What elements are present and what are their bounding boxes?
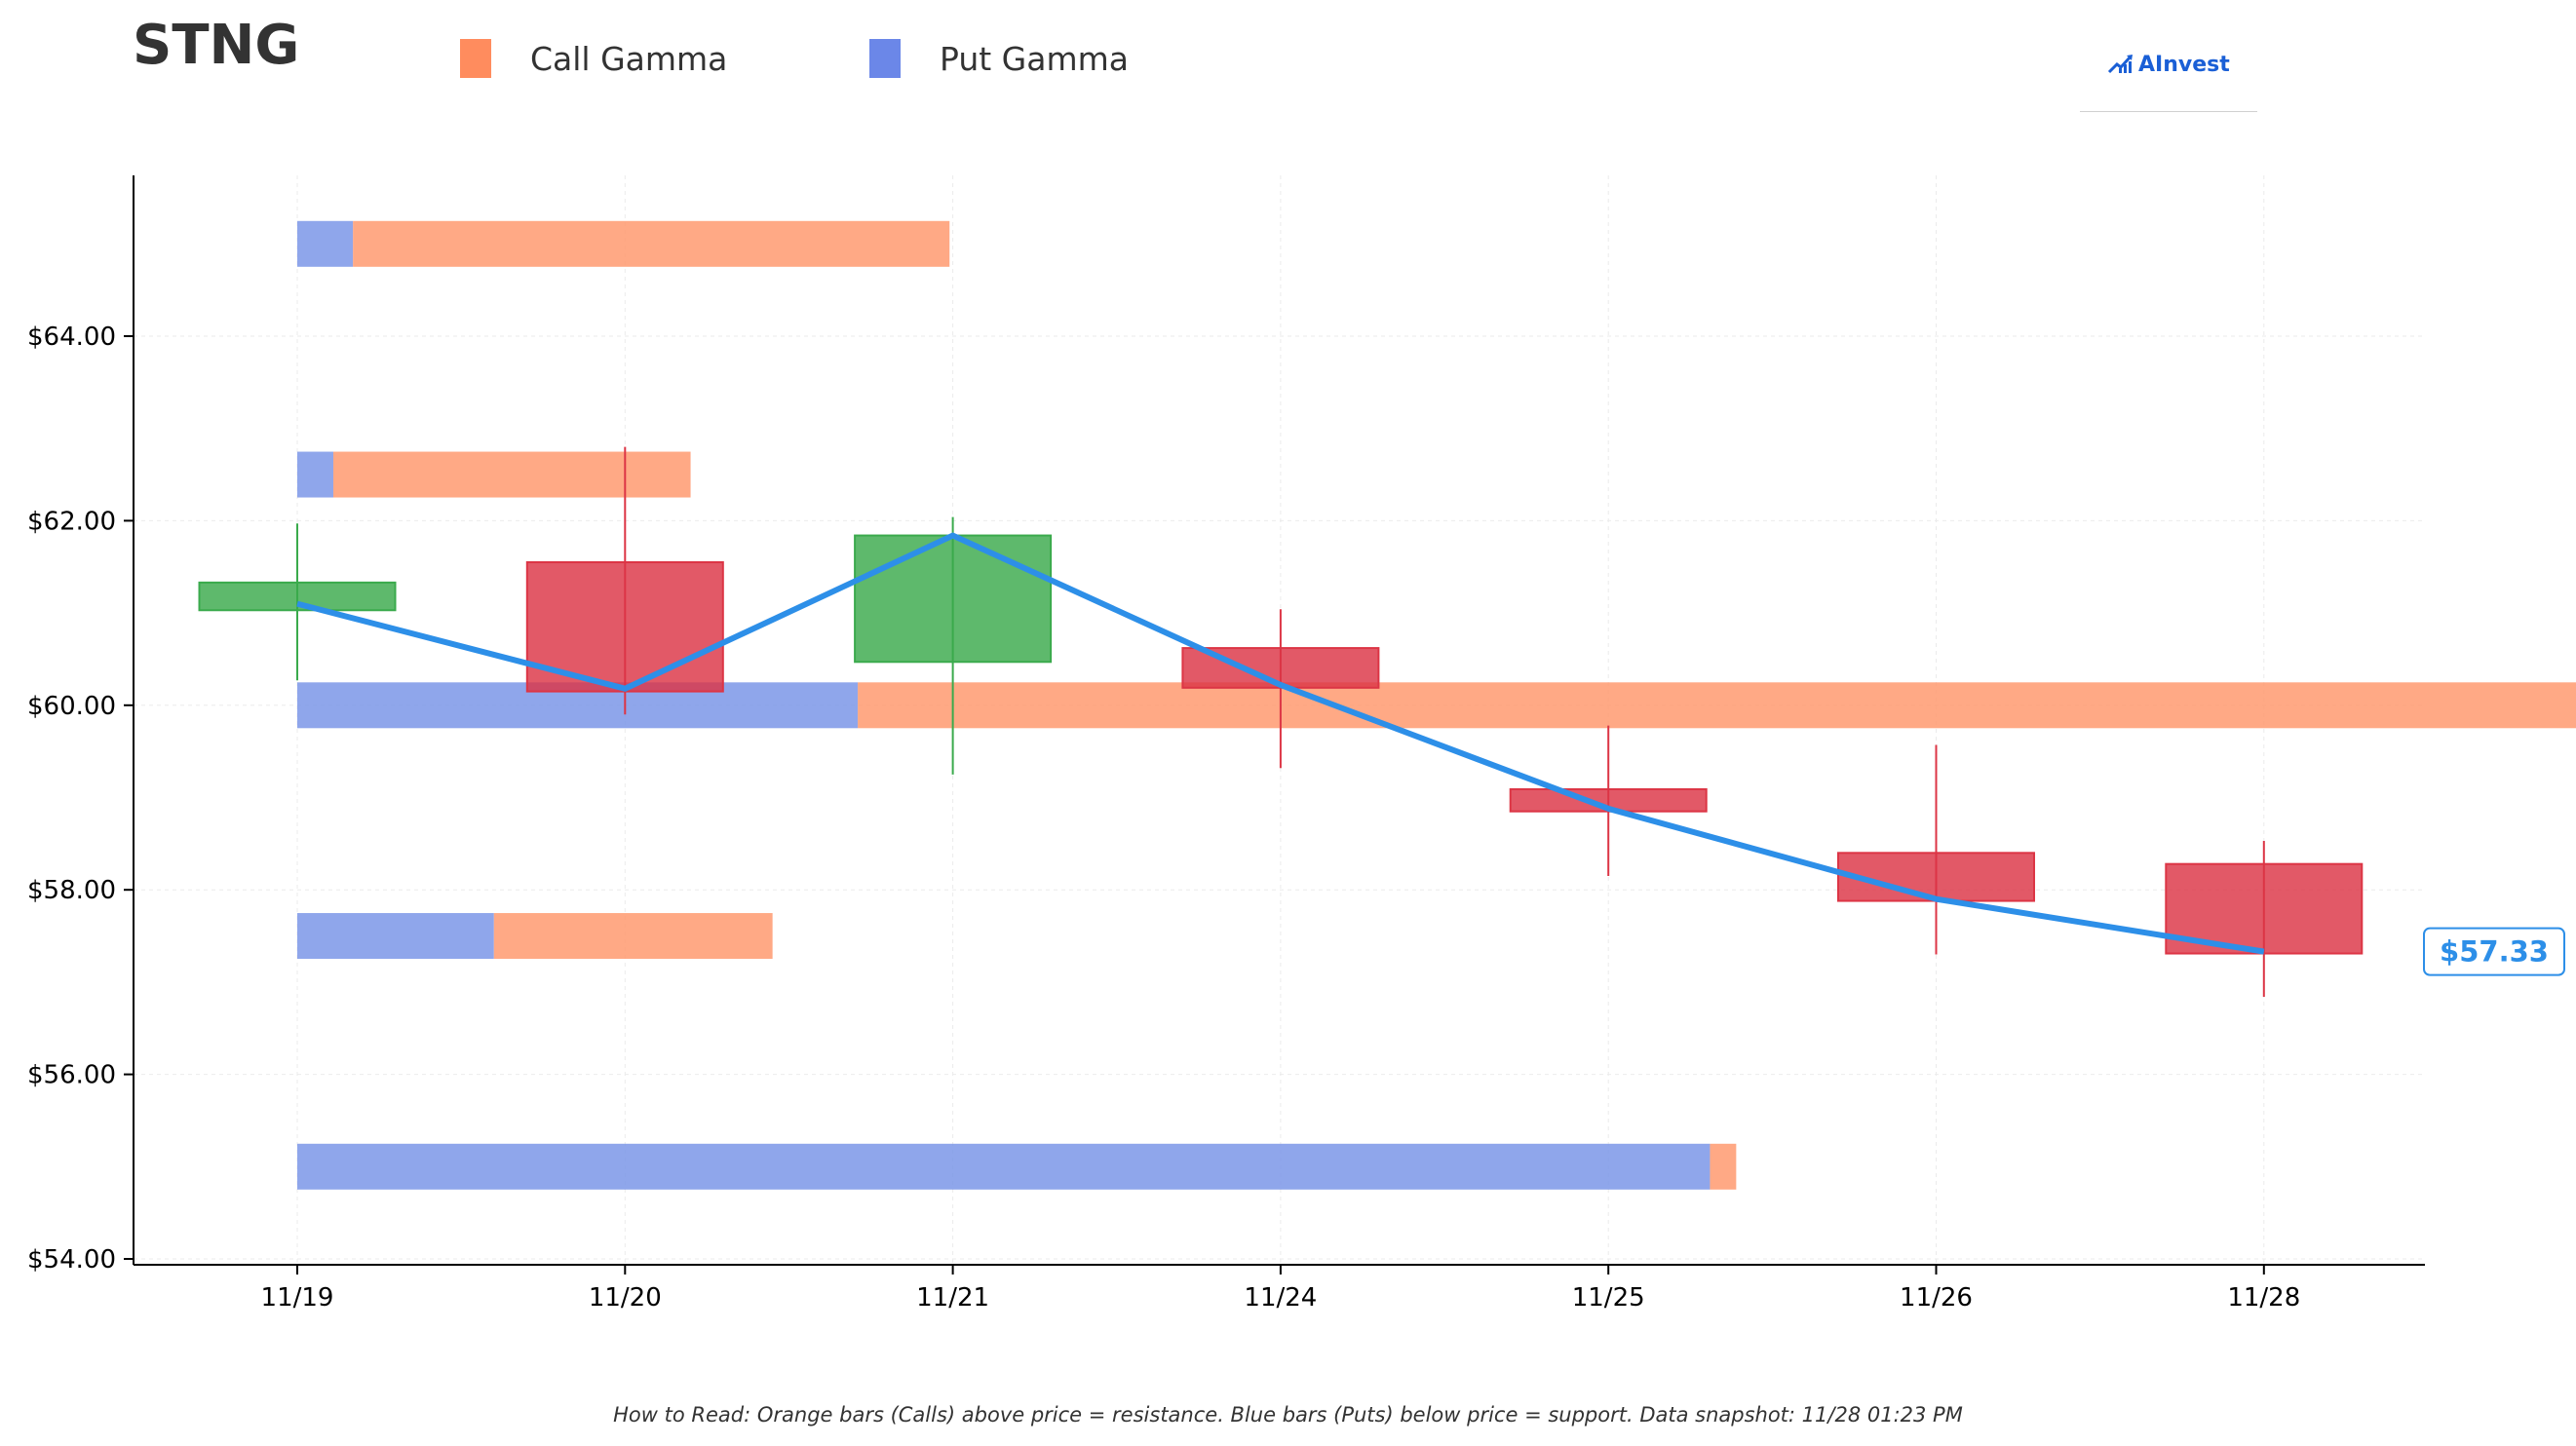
x-tick-label: 11/25 (1572, 1283, 1645, 1313)
x-tick-label: 11/24 (1244, 1283, 1317, 1313)
put-gamma-bar (297, 1143, 1711, 1190)
call-gamma-bar (858, 682, 2576, 729)
x-tick-label: 11/26 (1900, 1283, 1973, 1313)
y-tick-label: $54.00 (27, 1245, 116, 1275)
x-tick-label: 11/20 (589, 1283, 662, 1313)
x-tick-label: 11/19 (261, 1283, 334, 1313)
candle-body (1837, 852, 2035, 902)
put-gamma-swatch (869, 39, 901, 78)
axes: $54.00 $56.00 $58.00 $60.00 $62.00 $64.00 11/1… (27, 175, 2425, 1313)
ticker-title: STNG (133, 14, 300, 77)
x-tick-label: 11/28 (2227, 1283, 2300, 1313)
grid-layer (134, 175, 2425, 1265)
gamma-bars (297, 220, 2576, 1190)
y-tick-label: $62.00 (27, 507, 116, 536)
brand-name: AInvest (2138, 53, 2230, 77)
call-gamma-bar (353, 220, 950, 267)
candle-body (854, 534, 1053, 664)
legend-label-call: Call Gamma (530, 39, 728, 78)
close-price-line (296, 532, 2265, 955)
footnote: How to Read: Orange bars (Calls) above p… (613, 1403, 1963, 1427)
last-price-badge: $57.33 (2423, 927, 2565, 976)
y-tick-label: $56.00 (27, 1061, 116, 1090)
y-tick-label: $64.00 (27, 323, 116, 352)
put-gamma-bar (297, 913, 494, 960)
last-price-label: $57.33 (2440, 935, 2549, 969)
y-tick-label: $58.00 (27, 876, 116, 905)
last-price-badge-box (2423, 927, 2565, 976)
x-tick-label: 11/21 (916, 1283, 989, 1313)
chart-logo-icon (2107, 55, 2133, 74)
legend-label-put: Put Gamma (940, 39, 1129, 78)
brand-divider (2080, 111, 2257, 112)
gamma-candlestick-chart: $54.00 $56.00 $58.00 $60.00 $62.00 $64.00 11/1… (27, 175, 2576, 1313)
y-tick-label: $60.00 (27, 692, 116, 721)
put-gamma-bar (297, 451, 333, 498)
put-gamma-bar (297, 220, 354, 267)
legend-call-gamma: Call Gamma (460, 37, 727, 80)
call-gamma-swatch (460, 39, 491, 78)
brand-logo: AInvest (2080, 43, 2257, 113)
legend-put-gamma: Put Gamma (869, 37, 1129, 80)
call-gamma-bar (332, 451, 691, 498)
call-gamma-bar (493, 913, 773, 960)
call-gamma-bar (1710, 1143, 1737, 1190)
close-line-layer (296, 532, 2265, 955)
